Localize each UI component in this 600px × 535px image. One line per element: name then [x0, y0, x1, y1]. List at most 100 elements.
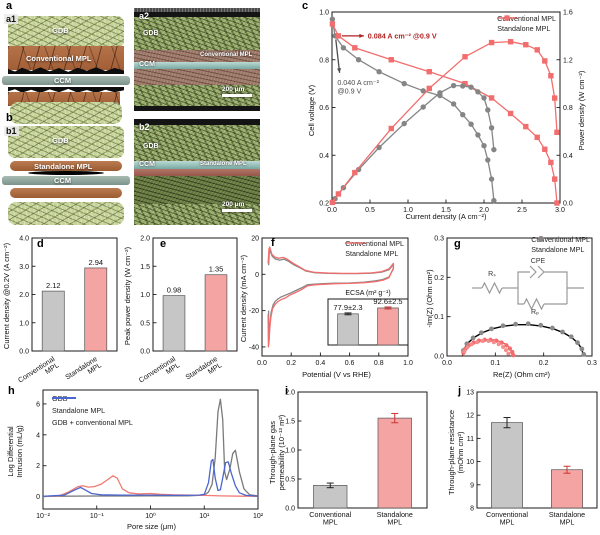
c-x-axis-label: Current density (A cm⁻²)	[405, 212, 487, 221]
scale-bar-text: 200 μm	[222, 201, 245, 208]
standalone-mpl-layer-bottom	[10, 188, 122, 198]
e-y-axis-label: Peak power density (W cm⁻²)	[123, 246, 132, 346]
svg-text:0.6: 0.6	[345, 360, 355, 367]
ccm-label: CCM	[54, 76, 72, 85]
svg-text:3.0: 3.0	[19, 264, 29, 271]
panel-b-letter: b	[6, 112, 13, 124]
panel-b2-label: b2	[139, 122, 150, 132]
legend-entry-label: Conventional MPL	[497, 14, 556, 23]
svg-text:0.0: 0.0	[434, 354, 444, 361]
svg-text:10: 10	[466, 459, 474, 466]
panel-a1-schematic: a1 GDB Conventional MPL CCM	[2, 12, 130, 124]
gdb-layer-bottom	[10, 102, 122, 124]
svg-text:0.2: 0.2	[539, 360, 549, 367]
svg-text:2.0: 2.0	[140, 236, 150, 243]
svg-text:StandaloneMPL: StandaloneMPL	[549, 510, 585, 527]
panel-b2-sem: b2 GDB CCM Standalone MPL 200 μm	[134, 119, 260, 225]
svg-text:2: 2	[36, 463, 40, 470]
svg-text:2.0: 2.0	[285, 390, 295, 397]
legend-entry-label: Standalone MPL	[531, 245, 585, 254]
sem-gdb-dark	[134, 176, 260, 204]
svg-text:8: 8	[470, 506, 474, 513]
panel-b1-label: b1	[4, 126, 19, 136]
mpl-label: Standalone MPL	[34, 162, 93, 171]
svg-text:StandaloneMPL: StandaloneMPL	[63, 354, 102, 388]
gdb-label: GDB	[52, 136, 69, 145]
f-y-axis-label: Current density (mA cm⁻²)	[239, 254, 248, 343]
ccm-layer	[2, 76, 130, 85]
legend-entry-label: Standalone MPL	[497, 24, 551, 33]
panel-c-chart: c Cell voltage (V) Power density (W cm⁻²…	[262, 0, 600, 228]
ccm-label: CCM	[139, 161, 155, 168]
svg-text:0.3: 0.3	[587, 360, 597, 367]
ccm-label: CCM	[54, 176, 72, 185]
legend-entry-label: Conventional MPL	[531, 235, 590, 244]
panel-d-chart: d Current density @0.2V (A cm⁻²) 2.12 Con…	[0, 228, 120, 385]
panel-b1-schematic: b1 GDB Standalone MPL CCM	[2, 124, 130, 225]
gdb-layer-bottom	[8, 202, 124, 225]
gdb-layer-top	[8, 16, 124, 48]
panel-f-chart: f Current density (mA cm⁻²) Potential (V…	[238, 228, 420, 385]
svg-text:10²: 10²	[253, 513, 264, 520]
svg-text:0.0: 0.0	[257, 360, 267, 367]
svg-text:0.6: 0.6	[319, 105, 329, 112]
mpl-label: Conventional MPL	[26, 54, 92, 63]
svg-text:-20: -20	[249, 308, 259, 315]
svg-text:0.8: 0.8	[563, 105, 573, 112]
svg-text:0.2: 0.2	[319, 201, 329, 208]
scale-bar: 200 μm	[222, 86, 252, 97]
legend-entry-label: GDB + conventional MPL	[52, 418, 133, 427]
panel-h-chart: h Log Differential Intrusion (mL/g) Pore…	[0, 385, 264, 535]
svg-text:77.9±2.3: 77.9±2.3	[333, 303, 362, 312]
svg-text:0.3: 0.3	[434, 236, 444, 243]
panel-i-chart: i Through-plane gas permeability (10⁻¹³ …	[262, 385, 430, 535]
equivalent-circuit-inset: Rₛ CPE Rₚ	[472, 258, 584, 316]
svg-text:0.0: 0.0	[140, 349, 150, 356]
svg-text:0.0: 0.0	[442, 360, 452, 367]
svg-text:0.5: 0.5	[285, 477, 295, 484]
gdb-layer-top	[8, 126, 124, 158]
j-y-axis-label: Through-plane resistance (mOhm cm²)	[447, 409, 465, 496]
svg-text:4: 4	[36, 432, 40, 439]
scale-bar-line	[222, 209, 252, 212]
panel-a1-label: a1	[4, 14, 19, 24]
d-y-axis-label: Current density @0.2V (A cm⁻²)	[2, 242, 11, 350]
svg-text:0.4: 0.4	[316, 360, 326, 367]
svg-text:0.8: 0.8	[319, 57, 329, 64]
gdb-label: GDB	[143, 143, 159, 150]
scale-bar-line	[222, 94, 252, 97]
svg-text:1.2: 1.2	[563, 57, 573, 64]
svg-text:2.0: 2.0	[479, 207, 489, 214]
svg-text:10⁰: 10⁰	[145, 512, 156, 520]
cpe-label: CPE	[531, 258, 546, 265]
svg-text:0.0: 0.0	[285, 506, 295, 513]
svg-text:4.0: 4.0	[19, 236, 29, 243]
svg-text:1.5: 1.5	[441, 207, 451, 214]
svg-text:0: 0	[36, 494, 40, 501]
svg-text:10¹: 10¹	[199, 513, 210, 520]
svg-text:2.5: 2.5	[517, 207, 527, 214]
panel-a2-sem: a2 GDB CCM Conventional MPL 200 μm	[134, 8, 260, 111]
svg-text:0.0: 0.0	[19, 349, 29, 356]
svg-text:0.8: 0.8	[374, 360, 384, 367]
svg-text:-40: -40	[249, 344, 259, 351]
svg-text:0.0: 0.0	[563, 201, 573, 208]
sem-mpl-top	[134, 50, 260, 62]
h-x-axis-label: Pore size (μm)	[127, 522, 176, 531]
mpl-label: Standalone MPL	[200, 161, 247, 167]
svg-text:0.084 A cm⁻² @0.9 V: 0.084 A cm⁻² @0.9 V	[368, 32, 437, 41]
rp-label: Rₚ	[531, 309, 539, 316]
g-legend: Conventional MPL Standalone MPL	[531, 235, 590, 254]
f-x-axis-label: Potential (V vs RHE)	[302, 370, 371, 379]
i-y-axis-label: Through-plane gas permeability (10⁻¹³ m²…	[268, 414, 286, 491]
sem-ccm	[134, 161, 260, 169]
svg-text:0.2: 0.2	[434, 275, 444, 282]
standalone-mpl-layer	[10, 161, 122, 171]
g-x-axis-label: Re(Z) (Ohm cm²)	[492, 370, 551, 379]
svg-text:0.5: 0.5	[365, 207, 375, 214]
svg-text:1.0: 1.0	[140, 292, 150, 299]
svg-text:9: 9	[470, 482, 474, 489]
panel-j-letter: j	[458, 385, 462, 397]
ecsa-inset-title: ECSA (m² g⁻¹)	[345, 290, 391, 297]
